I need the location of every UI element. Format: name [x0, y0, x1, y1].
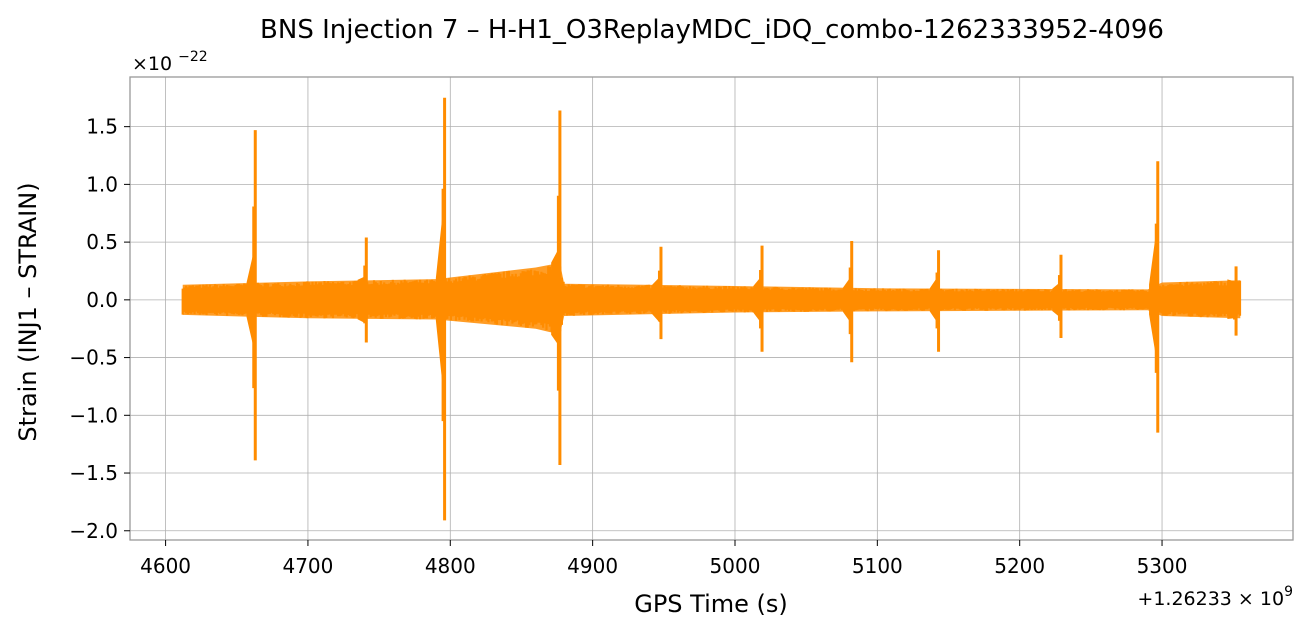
x-tick-label: 4600	[140, 554, 191, 578]
y-tick-label: −2.0	[69, 519, 118, 543]
y-tick-label: 0.0	[86, 288, 118, 312]
y-tick-label: −1.0	[69, 403, 118, 427]
series-line	[181, 97, 1242, 521]
chart-title: BNS Injection 7 – H-H1_O3ReplayMDC_iDQ_c…	[260, 15, 1164, 45]
y-tick-label: −1.5	[69, 461, 118, 485]
y-tick-label: 0.5	[86, 230, 118, 254]
plot-area	[181, 97, 1242, 521]
noise-fill	[182, 262, 1241, 335]
axes-frame	[129, 76, 1294, 541]
y-axis-label: Strain (INJ1 – STRAIN)	[14, 182, 42, 441]
x-tick-label: 5300	[1137, 554, 1188, 578]
x-tick-label: 4800	[425, 554, 476, 578]
x-tick-label: 4900	[567, 554, 618, 578]
y-multiplier-label: ×10 −22	[132, 49, 208, 75]
x-tick-label: 5000	[710, 554, 761, 578]
x-tick-label: 5100	[852, 554, 903, 578]
y-tick-label: 1.0	[86, 172, 118, 196]
x-offset-base: +1.26233 × 10	[1137, 588, 1284, 610]
x-axis-label: GPS Time (s)	[634, 590, 788, 618]
y-multiplier-exponent: −22	[178, 49, 208, 65]
y-tick-label: −0.5	[69, 346, 118, 370]
y-multiplier-text: ×10	[132, 53, 172, 75]
x-offset-label: +1.26233 × 109	[1137, 584, 1293, 610]
ticks: 4600 4700 4800 4900 5000 5100 5200 5300 −2.0 −1.5…	[69, 115, 1187, 578]
x-offset-exponent: 9	[1284, 584, 1293, 600]
y-tick-label: 1.5	[86, 115, 118, 139]
x-tick-label: 4700	[282, 554, 333, 578]
x-tick-label: 5200	[994, 554, 1045, 578]
